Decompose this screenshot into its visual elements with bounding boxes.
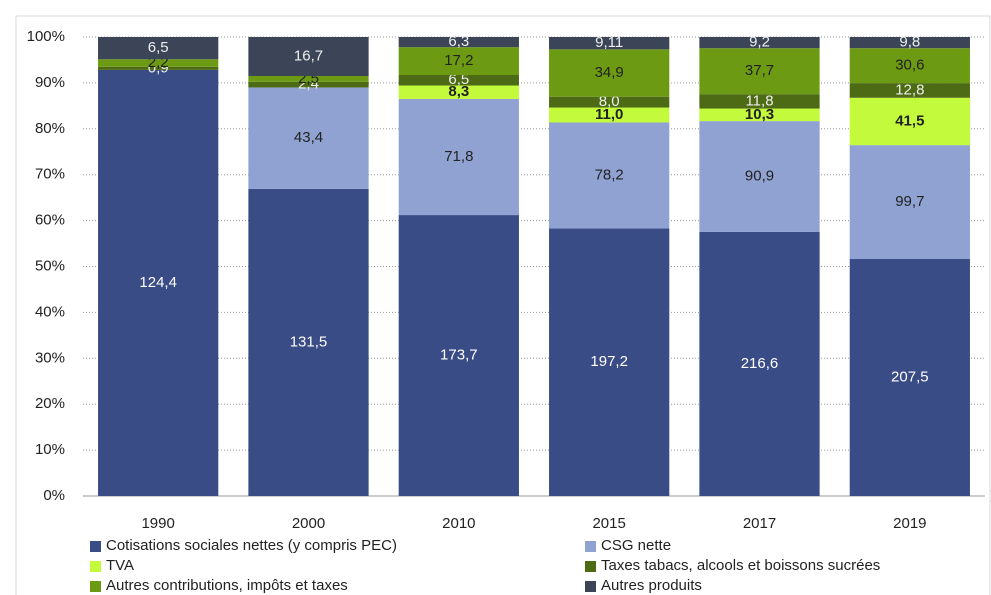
bar-segment — [248, 81, 369, 88]
y-tick-label: 20% — [35, 395, 65, 412]
data-label: 11,8 — [745, 92, 773, 109]
y-tick-label: 70% — [35, 166, 65, 183]
data-label: 11,0 — [595, 106, 623, 123]
bar-segment — [248, 37, 369, 77]
bar-segment — [549, 228, 670, 496]
legend-label: CSG nette — [601, 537, 671, 554]
bar-segment — [98, 59, 219, 67]
x-tick-label: 2015 — [592, 515, 625, 532]
y-tick-label: 50% — [35, 257, 65, 274]
bar-segment — [248, 87, 369, 189]
chart-frame — [15, 15, 991, 595]
data-label: 71,8 — [444, 148, 473, 165]
y-tick-label: 30% — [35, 349, 65, 366]
y-tick-label: 0% — [43, 487, 65, 504]
bar-segment — [398, 37, 519, 48]
x-tick-label: 2000 — [292, 515, 325, 532]
data-label: 9,11 — [595, 34, 623, 51]
bar-segment — [98, 66, 219, 70]
data-label: 6,5 — [148, 39, 169, 56]
y-tick-label: 80% — [35, 120, 65, 137]
bar-segment — [549, 37, 670, 50]
data-label: 8,3 — [448, 83, 469, 100]
bar-segment — [398, 47, 519, 76]
legend-label: Taxes tabacs, alcools et boissons sucrée… — [601, 557, 880, 574]
bar-segment — [398, 75, 519, 86]
bar-segment — [549, 122, 670, 229]
data-label: 43,4 — [294, 129, 323, 146]
y-tick-label: 60% — [35, 212, 65, 229]
data-label: 34,9 — [595, 64, 624, 81]
y-tick-label: 40% — [35, 303, 65, 320]
bar-segment — [849, 97, 970, 146]
data-label: 216,6 — [741, 355, 779, 372]
bar-segment — [398, 215, 519, 496]
bar-segment — [248, 188, 369, 496]
data-label: 197,2 — [590, 353, 628, 370]
y-tick-label: 90% — [35, 74, 65, 91]
legend-label: Autres produits — [601, 577, 702, 594]
data-label: 78,2 — [595, 166, 624, 183]
data-label: 207,5 — [891, 368, 929, 385]
bar-segment — [849, 48, 970, 84]
y-tick-label: 100% — [27, 28, 65, 45]
bar-segment — [849, 83, 970, 98]
legend-label: Autres contributions, impôts et taxes — [106, 577, 348, 594]
bar-segment — [699, 48, 820, 95]
x-tick-label: 2010 — [442, 515, 475, 532]
data-label: 16,7 — [294, 47, 323, 64]
legend-swatch — [585, 561, 596, 572]
data-label: 17,2 — [444, 52, 473, 69]
bar-segment — [699, 121, 820, 232]
bar-segment — [699, 231, 820, 496]
bar-segment — [699, 94, 820, 109]
bar-segment — [98, 37, 219, 60]
data-label: 8,0 — [599, 93, 620, 110]
bar-segment — [248, 76, 369, 82]
bar-segment — [398, 85, 519, 99]
data-label: 41,5 — [895, 112, 924, 129]
data-label: 99,7 — [895, 193, 924, 210]
bar-segment — [549, 96, 670, 108]
bar-segment — [699, 108, 820, 122]
bar-segment — [98, 69, 219, 497]
data-label: 90,9 — [745, 167, 774, 184]
data-label: 10,3 — [745, 106, 774, 123]
bar-segment — [549, 49, 670, 97]
data-label: 124,4 — [139, 274, 177, 291]
legend-label: TVA — [106, 557, 134, 574]
data-label: 9,2 — [749, 34, 770, 51]
legend-swatch — [585, 541, 596, 552]
legend-label: Cotisations sociales nettes (y compris P… — [106, 537, 397, 554]
bar-segment — [398, 98, 519, 216]
data-label: 30,6 — [895, 57, 924, 74]
legend-swatch — [90, 581, 101, 592]
data-label: 37,7 — [745, 62, 774, 79]
legend-swatch — [90, 541, 101, 552]
bar-segment — [849, 145, 970, 260]
legend-swatch — [585, 581, 596, 592]
y-tick-label: 10% — [35, 441, 65, 458]
x-tick-label: 2017 — [743, 515, 776, 532]
data-label: 6,5 — [448, 71, 469, 88]
x-tick-label: 2019 — [893, 515, 926, 532]
bar-segment — [849, 37, 970, 49]
bar-segment — [549, 107, 670, 123]
data-label: 9,8 — [899, 34, 920, 51]
x-tick-label: 1990 — [141, 515, 174, 532]
data-label: 173,7 — [440, 347, 478, 364]
data-label: 131,5 — [290, 333, 328, 350]
bar-segment — [849, 259, 970, 496]
data-label: 6,3 — [448, 33, 469, 50]
bar-segment — [699, 37, 820, 49]
data-label: 12,8 — [895, 81, 924, 98]
legend-swatch — [90, 561, 101, 572]
